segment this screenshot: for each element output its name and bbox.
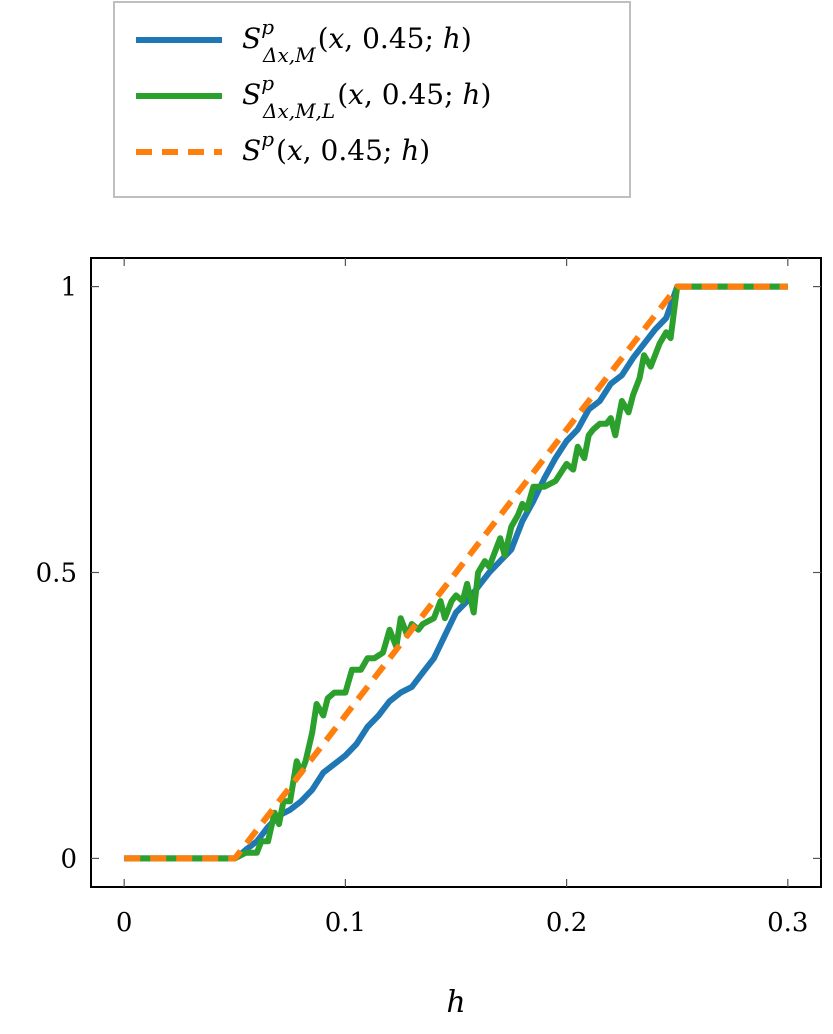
legend-label-2: Sp(x, 0.45; h)	[242, 127, 430, 167]
x-axis-label: h	[446, 985, 465, 1020]
legend: Sp Δx,M(x, 0.45; h)Sp Δx,M,L(x, 0.45; h)Sp…	[113, 1, 631, 198]
series-line-0	[124, 283, 788, 862]
x-tick-label: 0.1	[325, 908, 366, 938]
y-tick-label: 0.5	[36, 559, 77, 589]
x-tick-label: 0.2	[546, 908, 587, 938]
x-tick-label: 0	[116, 908, 133, 938]
legend-label-0: Sp Δx,M(x, 0.45; h)	[242, 15, 472, 67]
tick-labels: 0 0.1 0.2 0.3 0 0.5 1	[36, 273, 809, 938]
series-line-1	[124, 283, 788, 862]
legend-box	[113, 1, 631, 198]
y-tick-label: 1	[60, 273, 77, 303]
ticks	[91, 258, 821, 887]
legend-label-1: Sp Δx,M,L(x, 0.45; h)	[242, 71, 491, 123]
y-tick-label: 0	[60, 844, 77, 874]
x-tick-label: 0.3	[767, 908, 808, 938]
series-line-2	[124, 283, 788, 862]
series-layer	[124, 283, 788, 862]
